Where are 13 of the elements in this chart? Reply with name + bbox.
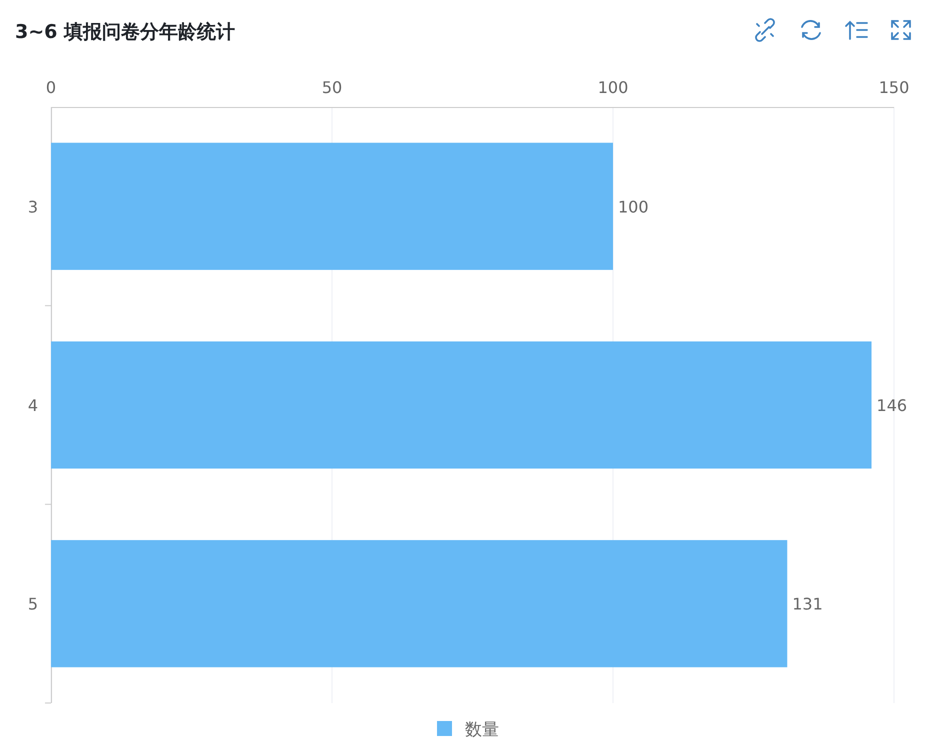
y-tick-label: 3 bbox=[28, 197, 38, 216]
x-tick-label: 150 bbox=[878, 78, 910, 97]
y-tick-label: 4 bbox=[28, 396, 38, 415]
legend-label: 数量 bbox=[465, 720, 499, 740]
x-tick-label: 100 bbox=[598, 78, 628, 97]
data-label: 131 bbox=[792, 594, 823, 614]
x-tick-label: 50 bbox=[322, 78, 342, 97]
data-label: 146 bbox=[876, 396, 908, 415]
data-label: 100 bbox=[618, 197, 649, 216]
y-tick-label: 5 bbox=[28, 594, 38, 614]
x-tick-label: 0 bbox=[46, 78, 56, 97]
title: 3~6 填报问卷分年龄统计 bbox=[15, 21, 235, 43]
legend: 数量 bbox=[437, 720, 499, 740]
